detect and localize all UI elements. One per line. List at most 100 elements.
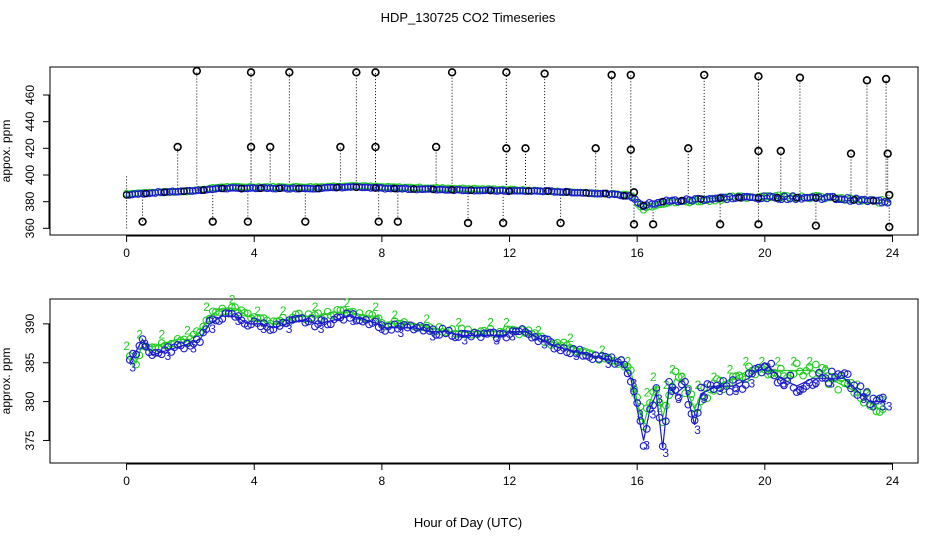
series-3-point: [246, 184, 254, 192]
series-2-point: [212, 308, 220, 316]
spike-point: [629, 188, 639, 197]
series-3-point: [476, 186, 484, 195]
spike-point: [885, 190, 894, 200]
spike-point: [684, 144, 693, 153]
series-3-point: [490, 187, 498, 195]
series-3-point: [307, 315, 316, 323]
series-2-label: 2: [758, 355, 765, 369]
raw-point: [524, 187, 533, 195]
series-3-point: [496, 186, 504, 195]
series-3-point: [671, 386, 680, 395]
series-3-point: [421, 185, 430, 193]
y-axis: 375 380 385 390: [23, 314, 50, 450]
series-2-label: 2: [455, 316, 462, 330]
series-2-label: 2: [864, 386, 871, 400]
spike-point: [540, 69, 549, 78]
series-3-point: [559, 188, 567, 196]
series-2-label: 2: [663, 378, 670, 392]
series-3-label: 3: [461, 334, 468, 348]
raw-point: [773, 193, 782, 202]
series-3-point: [596, 189, 605, 198]
series-3-point: [218, 315, 227, 323]
series-3-point: [516, 187, 524, 195]
series-3-point: [183, 186, 191, 195]
series-3-label: 3: [637, 407, 644, 421]
series-3-point: [528, 333, 536, 342]
series-2-label: 2: [637, 409, 644, 423]
series-3-point: [355, 183, 363, 191]
series-3-label: 3: [165, 349, 172, 363]
series-2-point: [279, 313, 287, 322]
series-3-point: [501, 187, 510, 195]
raw-point: [639, 201, 648, 210]
series-3-point: [616, 191, 625, 200]
y-tick-label: 385: [23, 352, 37, 372]
series-3-point: [681, 377, 689, 386]
series-3-label: 3: [828, 376, 835, 390]
series-2-label: 2: [650, 370, 657, 384]
series-3-point: [863, 388, 871, 396]
series-2-label: 2: [790, 355, 797, 369]
series-2-point: [703, 394, 712, 402]
series-2-label: 2: [822, 362, 829, 376]
series-3-point: [266, 184, 274, 192]
series-2-point: [687, 390, 696, 399]
raw-point: [601, 189, 610, 198]
series-3-point: [333, 313, 342, 322]
series-3-point: [279, 318, 287, 327]
series-3-point: [812, 379, 820, 388]
raw-point: [505, 187, 514, 195]
series-3-label: 3: [812, 376, 819, 390]
spike-point: [352, 68, 361, 77]
dip-point: [208, 217, 217, 226]
series-3-point: [703, 380, 712, 388]
spike-point: [246, 68, 256, 77]
series-2-label: 2: [656, 401, 663, 415]
series-3-point: [358, 183, 366, 192]
series-3-point: [835, 195, 843, 203]
series-3-point: [568, 188, 576, 197]
series-3-point: [364, 183, 372, 191]
series-3-point: [745, 369, 753, 378]
x-tick-label: 24: [886, 246, 900, 260]
series-3-label: 3: [318, 322, 325, 336]
series-3-point: [134, 190, 142, 198]
spike-point: [591, 144, 600, 153]
series-3-label: 3: [142, 337, 149, 351]
series-2-point: [655, 398, 664, 407]
series-3-point: [693, 409, 702, 417]
series-2-point: [834, 385, 843, 394]
series-2-label: 2: [688, 393, 695, 407]
dip-point: [629, 220, 639, 229]
spike-point: [883, 149, 892, 158]
series-3-point: [186, 186, 194, 195]
series-3-point: [740, 192, 748, 201]
series-3-label: 3: [717, 384, 724, 398]
spike-point: [699, 70, 709, 80]
series-3-point: [341, 183, 349, 192]
raw-point: [333, 183, 341, 192]
series-2-label: 2: [711, 370, 718, 384]
series-3-point: [404, 185, 412, 193]
raw-point: [199, 186, 207, 194]
x-tick-label: 4: [251, 246, 258, 260]
raw-point: [295, 184, 303, 193]
series-2-label: 2: [280, 304, 287, 318]
series-3-point: [803, 193, 812, 202]
series-3-point: [173, 341, 182, 349]
series-3-point: [249, 184, 257, 192]
series-3-point: [519, 187, 527, 195]
series-3-point: [700, 393, 709, 401]
series-2-point: [633, 393, 642, 402]
series-3-point: [398, 185, 407, 193]
series-3-point: [684, 400, 693, 409]
series-3-label: 3: [643, 438, 650, 452]
series-2-label: 2: [136, 327, 143, 341]
series-3-point: [690, 416, 699, 425]
series-3-point: [607, 353, 616, 362]
series-3-point: [665, 377, 673, 386]
series-3-point: [438, 185, 447, 194]
y-tick-label: 380: [23, 191, 37, 211]
